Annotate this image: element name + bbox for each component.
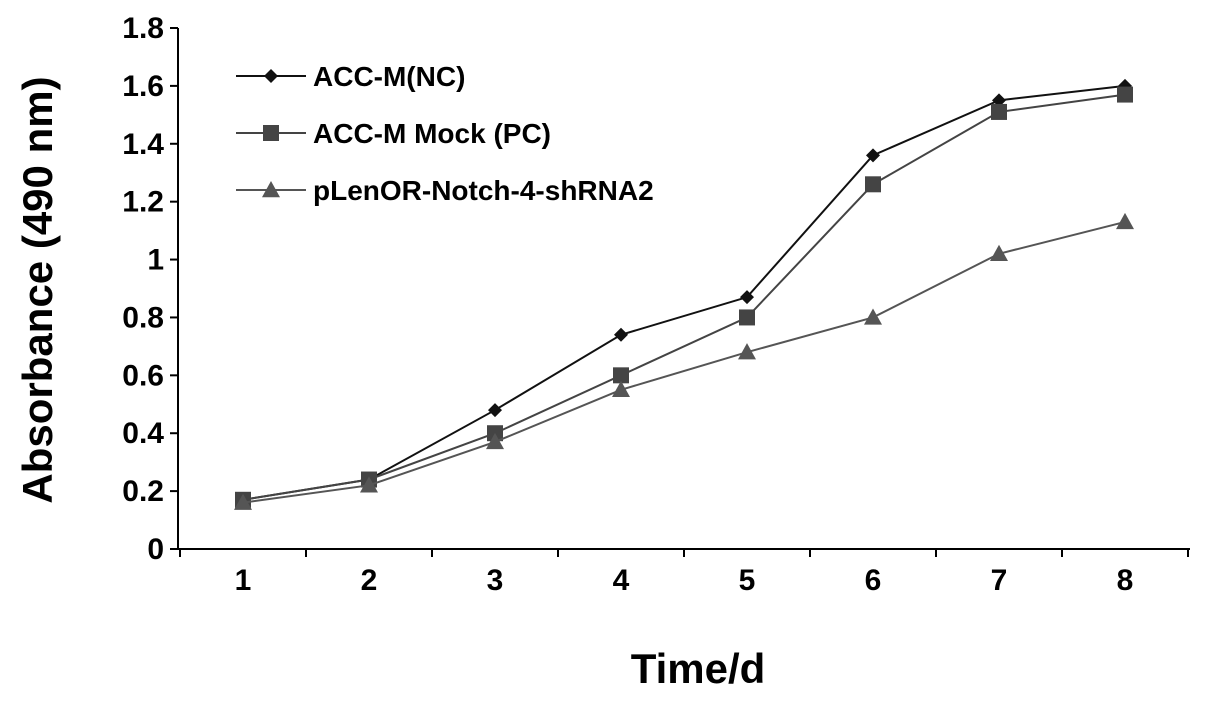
data-point xyxy=(486,432,504,450)
data-point xyxy=(1116,212,1134,230)
x-tick-label: 6 xyxy=(865,564,882,597)
data-point xyxy=(866,148,880,163)
y-tick-label: 1.4 xyxy=(122,128,164,161)
x-tick-label: 5 xyxy=(739,564,756,597)
legend-label: ACC-M Mock (PC) xyxy=(313,118,551,149)
y-tick-label: 1 xyxy=(147,244,164,277)
x-axis-ticks: 1 2 3 4 5 6 7 8 xyxy=(179,549,1189,597)
data-point xyxy=(360,476,378,493)
data-point xyxy=(740,290,754,305)
data-point xyxy=(865,176,881,193)
series-group xyxy=(234,78,1134,510)
series-line xyxy=(242,84,1126,501)
y-axis-title: Absorbance (490 nm) xyxy=(14,76,61,503)
y-tick-label: 1.8 xyxy=(122,12,164,45)
legend: ACC-M(NC) ACC-M Mock (PC) pLenOR-Notch-4-s… xyxy=(236,61,654,206)
x-tick-label: 4 xyxy=(613,564,630,597)
data-point xyxy=(992,93,1006,108)
x-tick-label: 8 xyxy=(1117,564,1134,597)
legend-entry-3: pLenOR-Notch-4-shRNA2 xyxy=(236,175,654,206)
series-line xyxy=(242,220,1126,504)
x-tick-label: 1 xyxy=(235,564,252,597)
y-tick-label: 0.4 xyxy=(122,417,164,450)
data-point xyxy=(1117,86,1133,103)
legend-entry-1: ACC-M(NC) xyxy=(236,61,465,92)
legend-marker xyxy=(263,125,279,141)
series-3 xyxy=(234,212,1134,510)
y-tick-label: 0.2 xyxy=(122,475,164,508)
y-tick-label: 1.2 xyxy=(122,186,164,219)
data-point xyxy=(234,493,252,510)
legend-label: pLenOR-Notch-4-shRNA2 xyxy=(313,175,654,206)
y-tick-label: 1.6 xyxy=(122,70,164,103)
series-2 xyxy=(235,86,1133,508)
x-axis-title: Time/d xyxy=(631,645,766,692)
legend-label: ACC-M(NC) xyxy=(313,61,465,92)
data-point xyxy=(864,308,882,325)
legend-marker xyxy=(262,181,280,198)
data-point xyxy=(991,103,1007,120)
y-tick-label: 0 xyxy=(147,533,164,566)
x-tick-label: 2 xyxy=(361,564,378,597)
x-tick-label: 3 xyxy=(487,564,504,597)
data-point xyxy=(612,380,630,398)
data-point xyxy=(488,403,502,418)
legend-entry-2: ACC-M Mock (PC) xyxy=(236,118,551,149)
y-axis-ticks: 0 0.2 0.4 0.6 0.8 1 1.2 1.4 1.6 1.8 xyxy=(122,12,178,566)
series-line xyxy=(242,93,1126,501)
legend-marker xyxy=(264,69,278,83)
data-point xyxy=(990,244,1008,261)
y-tick-label: 0.6 xyxy=(122,359,164,392)
data-point xyxy=(613,367,629,384)
y-tick-label: 0.8 xyxy=(122,301,164,334)
data-point xyxy=(738,343,756,360)
data-point xyxy=(614,327,628,342)
x-tick-label: 7 xyxy=(991,564,1008,597)
data-point xyxy=(739,309,755,326)
